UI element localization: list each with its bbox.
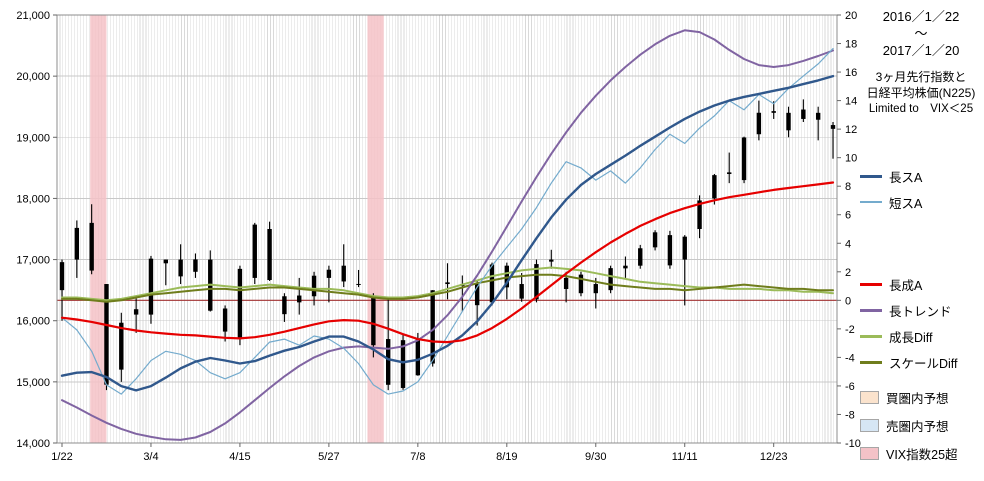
x-axis-labels: 1/22 3/4 4/15 5/27 7/8 8/19 9/30 11/11 12/23 <box>51 443 787 463</box>
short-s-a-line-swatch-icon <box>860 201 882 203</box>
y-right-tick-label: 8 <box>845 181 851 193</box>
y-left-tick-label: 19,000 <box>16 132 50 144</box>
buy-zone-forecast-box-swatch-icon <box>860 390 879 404</box>
y-right-tick-label: 2 <box>845 267 851 279</box>
legend: 長スA 短スA 長成A 長トレンド成長Diff スケールDiff 買圏内予想売圏内予想 VI… <box>860 163 982 467</box>
x-tick-label: 12/23 <box>760 451 788 463</box>
x-tick-label: 3/4 <box>143 451 158 463</box>
long-trend-line-swatch-icon <box>860 308 882 312</box>
legend-label: 長成A <box>889 278 923 293</box>
x-tick-label: 7/8 <box>410 451 425 463</box>
legend-item-scale-diff: スケールDiff <box>860 349 982 375</box>
legend-group-1: 長スA 短スA <box>860 163 982 215</box>
legend-label: スケールDiff <box>889 356 958 371</box>
y-right-tick-label: 12 <box>845 124 857 136</box>
chart-title: 3ヶ月先行指数と 日経平均株価(N225) Limited to VIX＜25 <box>860 69 982 117</box>
scale-diff-line-swatch-icon <box>860 360 882 364</box>
y-right-tick-label: 6 <box>845 210 851 222</box>
series-long-sei-a <box>60 181 835 344</box>
y-left-tick-label: 20,000 <box>16 71 50 83</box>
long-s-a-line-swatch-icon <box>860 174 882 178</box>
y-axis-right-labels: -10 -8 -6 -4 -2 0 2 4 6 8 10 12 14 16 18 20 <box>837 10 861 450</box>
period-start: 2016／1／22 <box>882 9 960 24</box>
y-left-tick-label: 18,000 <box>16 193 50 205</box>
legend-item-growth-diff: 成長Diff <box>860 323 982 349</box>
y-left-tick-label: 14,000 <box>16 438 50 450</box>
legend-label: 長スA <box>889 170 923 185</box>
y-right-tick-label: 20 <box>845 10 857 22</box>
y-right-tick-label: 14 <box>845 96 857 108</box>
legend-item-buy-zone-forecast: 買圏内予想 <box>860 383 982 411</box>
y-right-tick-label: 18 <box>845 39 857 51</box>
chart-title-line3: Limited to VIX＜25 <box>868 103 974 115</box>
y-right-tick-label: 0 <box>845 295 851 307</box>
y-right-tick-label: -6 <box>845 381 855 393</box>
y-left-tick-label: 15,000 <box>16 377 50 389</box>
x-tick-label: 8/19 <box>496 451 517 463</box>
legend-label: 買圏内予想 <box>886 391 949 406</box>
y-right-tick-label: -10 <box>845 438 861 450</box>
growth-diff-line-swatch-icon <box>860 334 882 338</box>
series-scale-diff <box>61 273 834 303</box>
y-left-tick-label: 17,000 <box>16 255 50 267</box>
sell-zone-forecast-box-swatch-icon <box>860 418 879 432</box>
x-tick-label: 5/27 <box>318 451 339 463</box>
chart-title-line2: 日経平均株価(N225) <box>866 86 976 100</box>
chart-title-line1: 3ヶ月先行指数と <box>875 70 967 84</box>
legend-group-3: 買圏内予想売圏内予想 VIX指数25超 <box>860 383 982 467</box>
y-right-tick-label: 10 <box>845 153 857 165</box>
legend-label: VIX指数25超 <box>886 447 958 462</box>
period-end: 2017／1／20 <box>882 43 960 58</box>
y-left-tick-label: 21,000 <box>16 10 50 22</box>
y-right-tick-label: 16 <box>845 67 857 79</box>
legend-item-vix-over-25: VIX指数25超 <box>860 439 982 467</box>
legend-item-long-trend: 長トレンド <box>860 297 982 323</box>
legend-item-long-s-a: 長スA <box>860 163 982 189</box>
series-long-trend <box>61 29 834 441</box>
period-tilde: ～ <box>914 26 928 41</box>
x-tick-label: 4/15 <box>229 451 250 463</box>
vix-band <box>90 15 107 443</box>
legend-item-sell-zone-forecast: 売圏内予想 <box>860 411 982 439</box>
y-right-tick-label: -8 <box>845 409 855 421</box>
legend-item-long-sei-a: 長成A <box>860 271 982 297</box>
legend-label: 長トレンド <box>889 304 952 319</box>
chart-sidebar: 2016／1／22 ～ 2017／1／20 3ヶ月先行指数と 日経平均株価(N2… <box>860 8 982 467</box>
long-sei-a-line-swatch-icon <box>860 282 882 286</box>
x-tick-label: 9/30 <box>585 451 606 463</box>
series-long-s-a <box>60 74 835 392</box>
vix-over-25-box-swatch-icon <box>860 446 879 460</box>
y-axis-left-labels: 14,000 15,000 16,000 17,000 18,000 19,000 20,0… <box>16 10 57 450</box>
y-right-tick-label: 4 <box>845 238 851 250</box>
series-short-s-a <box>61 48 834 395</box>
x-tick-label: 1/22 <box>51 451 72 463</box>
x-tick-label: 11/11 <box>672 451 698 463</box>
y-right-tick-label: -2 <box>845 324 855 336</box>
legend-item-short-s-a: 短スA <box>860 189 982 215</box>
legend-group-2: 長成A 長トレンド成長Diff スケールDiff <box>860 271 982 375</box>
legend-label: 短スA <box>889 196 923 211</box>
legend-label: 売圏内予想 <box>886 419 949 434</box>
plot-border <box>56 14 838 444</box>
period-label: 2016／1／22 ～ 2017／1／20 <box>860 8 982 59</box>
legend-label: 成長Diff <box>889 330 933 345</box>
y-right-tick-label: -4 <box>845 352 855 364</box>
y-left-tick-label: 16,000 <box>16 316 50 328</box>
